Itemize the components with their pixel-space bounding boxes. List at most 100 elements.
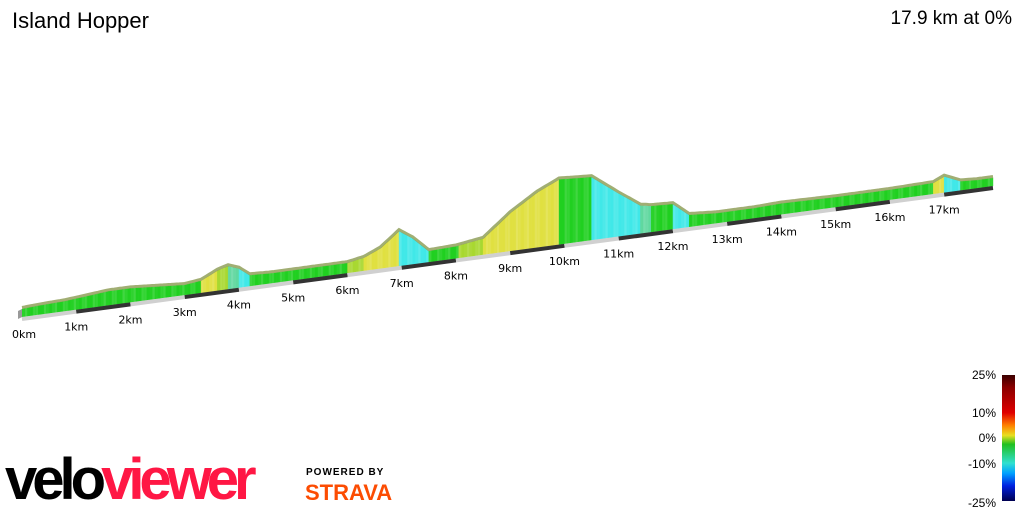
- profile-segment: [431, 249, 435, 262]
- profile-segment: [27, 307, 31, 317]
- profile-segment: [694, 214, 698, 227]
- profile-segment: [51, 302, 55, 314]
- profile-segment: [889, 189, 893, 201]
- profile-segment: [482, 235, 487, 256]
- profile-segment: [303, 268, 307, 280]
- profile-segment: [385, 240, 389, 269]
- profile-segment: [463, 243, 468, 258]
- profile-segment: [284, 270, 289, 282]
- profile-side-face: [18, 309, 22, 319]
- profile-segment: [667, 204, 671, 231]
- profile-segment: [246, 273, 251, 287]
- profile-segment: [726, 211, 731, 223]
- profile-segment: [282, 271, 286, 283]
- profile-segment: [358, 258, 362, 272]
- profile-segment: [238, 268, 242, 288]
- x-tick-label: 9km: [498, 262, 522, 275]
- profile-segment: [745, 208, 750, 220]
- profile-segment: [604, 184, 609, 239]
- profile-segment: [306, 267, 310, 279]
- profile-segment: [683, 211, 687, 228]
- profile-segment: [127, 288, 131, 303]
- profile-segment: [759, 206, 763, 218]
- profile-segment: [217, 269, 221, 291]
- profile-segment: [447, 247, 451, 260]
- profile-segment: [176, 285, 180, 297]
- profile-segment: [708, 213, 712, 225]
- profile-segment: [398, 230, 402, 267]
- profile-segment: [984, 178, 988, 188]
- profile-segment: [474, 240, 478, 257]
- x-tick-label: 5km: [281, 291, 305, 304]
- gradient-color-bar: [1002, 375, 1015, 501]
- profile-segment: [887, 189, 891, 201]
- profile-segment: [493, 225, 497, 254]
- profile-segment: [960, 180, 964, 191]
- profile-segment: [119, 289, 123, 305]
- distance-scale-segment: [618, 229, 674, 241]
- profile-segment: [130, 287, 134, 303]
- profile-segment: [523, 200, 527, 250]
- profile-segment: [821, 198, 826, 210]
- profile-segment: [914, 185, 918, 197]
- profile-segment: [236, 267, 240, 289]
- elevation-profile-chart: 0km 1km 2km 3km 4km 5km 6km 7km 8km 9km 10km 11km 12…: [12, 173, 994, 341]
- profile-segment: [729, 210, 733, 222]
- profile-segment: [542, 187, 546, 247]
- profile-segment: [680, 209, 684, 229]
- profile-segment: [162, 285, 166, 299]
- profile-segment: [133, 287, 137, 303]
- profile-segment: [526, 198, 530, 250]
- profile-segment: [987, 178, 991, 187]
- profile-segment: [721, 211, 725, 223]
- profile-segment: [851, 194, 855, 206]
- profile-segment: [349, 261, 354, 273]
- profile-segment: [461, 243, 465, 258]
- profile-segment: [849, 194, 853, 206]
- profile-segment: [564, 178, 568, 245]
- profile-segment: [981, 178, 986, 188]
- profile-segment: [40, 304, 44, 315]
- profile-segment: [293, 269, 297, 281]
- profile-segment: [702, 213, 706, 226]
- profile-segment: [773, 204, 777, 216]
- profile-segment: [767, 205, 771, 217]
- profile-segment: [480, 238, 484, 256]
- profile-segment: [499, 220, 503, 253]
- profile-segment: [206, 275, 210, 293]
- profile-segment: [89, 294, 93, 309]
- profile-segment: [103, 291, 107, 307]
- profile-segment: [368, 252, 373, 271]
- profile-segment: [895, 188, 899, 200]
- profile-segment: [789, 202, 793, 214]
- profile-segment: [428, 250, 432, 263]
- profile-segment: [965, 180, 969, 190]
- profile-segment: [661, 204, 666, 231]
- profile-segment: [528, 196, 533, 249]
- profile-segment: [808, 199, 812, 212]
- profile-segment: [84, 295, 88, 309]
- x-tick-label: 7km: [390, 277, 414, 290]
- profile-segment: [57, 301, 61, 313]
- profile-segment: [957, 180, 961, 191]
- profile-segment: [76, 297, 80, 310]
- profile-segment: [382, 243, 386, 269]
- profile-segment: [274, 272, 278, 284]
- profile-segment: [409, 236, 413, 265]
- profile-segment: [697, 214, 701, 227]
- profile-segment: [840, 195, 845, 207]
- profile-segment: [971, 180, 975, 190]
- profile-segment: [100, 292, 104, 307]
- profile-segment: [485, 233, 489, 255]
- profile-segment: [32, 306, 36, 316]
- profile-segment: [547, 184, 552, 247]
- profile-segment: [857, 193, 861, 205]
- profile-segment: [792, 201, 796, 214]
- profile-segment: [298, 269, 302, 280]
- profile-segment: [919, 184, 923, 197]
- profile-segment: [805, 200, 809, 212]
- profile-segment: [640, 205, 644, 234]
- distance-scale-segment: [130, 295, 186, 307]
- profile-segment: [122, 288, 126, 304]
- profile-segment: [62, 300, 66, 312]
